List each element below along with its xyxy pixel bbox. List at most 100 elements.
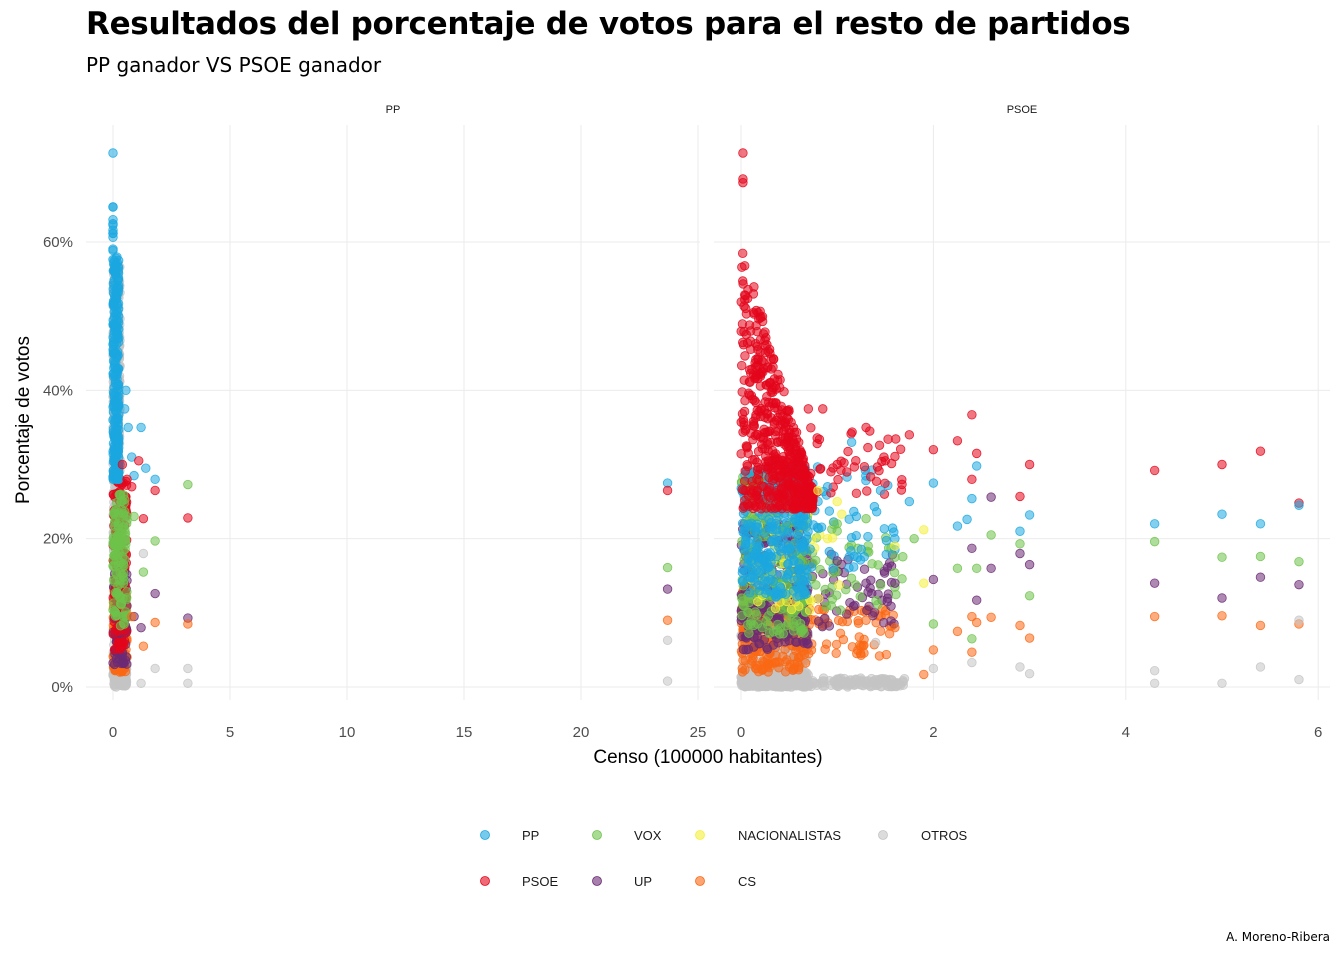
point-cs: [881, 649, 892, 660]
point-psoe: [744, 390, 755, 400]
point-pp: [763, 549, 774, 560]
point-vox: [971, 563, 982, 574]
point-up: [743, 644, 754, 655]
point-pp: [904, 496, 915, 507]
point-psoe: [768, 362, 778, 372]
point-otros: [1217, 678, 1227, 688]
point-pp: [1024, 510, 1035, 520]
legend-item-vox: VOX: [592, 828, 662, 843]
point-vox: [851, 580, 861, 590]
point-nacionalistas: [837, 509, 847, 519]
point-cs: [738, 655, 748, 666]
point-psoe: [763, 414, 773, 424]
point-pp: [788, 586, 799, 596]
point-psoe: [740, 351, 750, 361]
point-psoe: [758, 494, 768, 505]
point-psoe: [770, 426, 781, 437]
x-tick-label: 5: [226, 724, 234, 741]
point-cs: [788, 665, 798, 675]
point-otros: [851, 674, 861, 684]
point-pp: [111, 315, 122, 325]
point-psoe: [744, 501, 754, 511]
panel-label: PP: [386, 104, 401, 116]
point-pp: [113, 273, 124, 283]
point-pp: [824, 506, 835, 516]
point-cs: [662, 615, 673, 625]
point-psoe: [928, 444, 939, 455]
point-pp: [121, 385, 131, 396]
point-otros: [861, 678, 871, 688]
point-vox: [909, 533, 919, 544]
point-cs: [1149, 611, 1160, 622]
point-vox: [1149, 536, 1160, 547]
x-tick-label: 2: [929, 724, 937, 741]
point-pp: [108, 245, 118, 256]
point-pp: [822, 482, 833, 492]
point-pp: [113, 395, 123, 405]
point-pp: [743, 559, 753, 570]
point-psoe: [874, 465, 884, 476]
x-tick-label: 6: [1314, 724, 1322, 741]
point-cs: [952, 626, 963, 637]
point-psoe: [760, 341, 770, 351]
chart-title: Resultados del porcentaje de votos para …: [86, 6, 1131, 42]
point-psoe: [749, 282, 759, 292]
panel-pp: PP 0 5 10 15 20 25 0% 20% 40% 60%: [43, 104, 706, 741]
point-up: [864, 601, 874, 612]
point-pp: [150, 474, 160, 485]
point-nacionalistas: [814, 593, 824, 604]
point-psoe: [833, 474, 843, 485]
point-cs: [1255, 620, 1266, 631]
point-nacionalistas: [794, 601, 804, 611]
point-psoe: [794, 481, 805, 491]
point-vox: [898, 552, 908, 562]
point-pp: [1149, 519, 1160, 529]
point-up: [1149, 578, 1160, 588]
x-tick-label: 4: [1122, 724, 1130, 741]
point-vox: [774, 629, 785, 639]
point-vox: [1217, 552, 1227, 562]
point-vox: [826, 601, 837, 611]
point-psoe: [776, 401, 786, 411]
point-pp: [108, 148, 118, 158]
panel-psoe: PSOE 0 2 4 6: [714, 104, 1330, 741]
point-psoe: [794, 452, 805, 462]
point-up: [762, 643, 772, 653]
point-pp: [111, 379, 121, 390]
point-vox: [831, 590, 842, 600]
point-pp: [795, 569, 806, 579]
point-psoe: [738, 177, 748, 188]
point-psoe: [738, 148, 748, 158]
legend-key: [695, 830, 705, 840]
legend-item-nacionalistas: NACIONALISTAS: [695, 828, 841, 843]
point-otros: [812, 680, 822, 690]
point-psoe: [738, 337, 748, 348]
point-cs: [875, 626, 886, 636]
point-vox: [855, 591, 865, 602]
point-up: [850, 600, 860, 610]
point-psoe: [859, 461, 870, 472]
legend-label: UP: [634, 874, 652, 889]
point-vox: [986, 530, 996, 540]
point-vox: [108, 575, 119, 585]
point-cs: [1024, 633, 1035, 643]
point-cs: [838, 634, 849, 645]
point-psoe: [804, 472, 815, 482]
point-cs: [138, 641, 149, 651]
point-cs: [856, 650, 866, 661]
point-otros: [737, 676, 748, 686]
point-psoe: [851, 456, 861, 466]
point-up: [879, 568, 890, 578]
point-pp: [871, 507, 882, 517]
point-psoe: [1255, 446, 1266, 456]
point-pp: [108, 298, 119, 309]
point-psoe: [952, 436, 963, 446]
point-cs: [831, 648, 841, 658]
point-cs: [1015, 620, 1025, 631]
point-up: [1024, 559, 1035, 570]
caption: A. Moreno-Ribera: [1226, 930, 1330, 944]
point-pp: [851, 530, 861, 541]
point-psoe: [745, 336, 756, 346]
point-otros: [662, 676, 673, 686]
